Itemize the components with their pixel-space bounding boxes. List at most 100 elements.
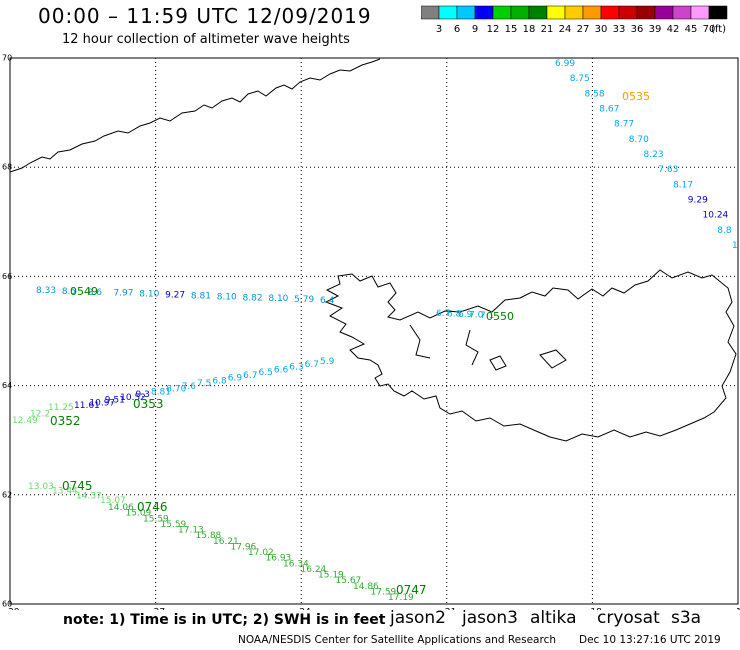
- greenland-coastline: [9, 58, 381, 173]
- coast-inlet-2: [465, 329, 479, 366]
- wave-height-value: 7.63: [658, 165, 678, 175]
- lat-tick-label: 62: [2, 490, 12, 499]
- wave-height-value: 8.81: [151, 387, 171, 397]
- wave-height-value: 17.02: [248, 548, 274, 558]
- colorbar-tick-label: 9: [472, 24, 478, 35]
- colorbar-tick-label: 6: [454, 24, 460, 35]
- wave-height-value: 9.3: [136, 390, 150, 400]
- wave-height-value: 12.2: [30, 410, 50, 420]
- wave-height-value: 8.17: [673, 180, 693, 190]
- wave-height-value: 9.51: [105, 396, 125, 406]
- wave-height-value: 14.86: [353, 582, 379, 592]
- wave-height-value: 1: [732, 241, 738, 251]
- wave-height-value: 8.33: [36, 286, 56, 296]
- colorbar-tick-label: 42: [667, 24, 680, 35]
- iceland-coastline: [324, 269, 737, 442]
- wave-height-value: 17.13: [178, 526, 204, 536]
- coast-lake: [539, 349, 567, 369]
- wave-height-value: 6.7: [436, 309, 450, 319]
- wave-height-value: 16.21: [213, 537, 239, 547]
- wave-height-value: 8.23: [644, 150, 664, 160]
- colorbar-unit-label: (ft): [711, 24, 726, 35]
- footer-note: note: 1) Time is in UTC; 2) SWH is in fe…: [63, 612, 386, 628]
- map-tick-labels: −30 −27 −24 −21 −18 −15 70 68 66 64 62 60: [1, 54, 740, 611]
- pass-time-label: 0353: [133, 397, 164, 411]
- pass-time-label: 0549: [70, 285, 98, 298]
- page-title: 00:00 – 11:59 UTC 12/09/2019: [38, 4, 372, 28]
- lat-tick-label: 68: [2, 163, 12, 172]
- colorbar-tick-label: 12: [487, 24, 500, 35]
- map-grid: [9, 57, 739, 605]
- wave-height-value: 10.97: [89, 398, 115, 408]
- generated-timestamp: Dec 10 13:27:16 UTC 2019: [579, 634, 721, 646]
- satellite-jason3: jason3: [462, 608, 518, 628]
- wave-height-value: 6.99: [555, 59, 575, 69]
- wave-height-value: 7.1: [480, 311, 494, 321]
- wave-height-value: 8.67: [599, 105, 619, 115]
- wave-height-value: 8.5: [62, 287, 76, 297]
- lon-tick-label: −30: [1, 608, 20, 610]
- wave-height-value: 8.10: [217, 292, 237, 302]
- pass-time-label: 0550: [486, 310, 514, 323]
- wave-height-value: 13.44: [52, 487, 78, 497]
- wave-height-value: 6.8: [212, 376, 227, 386]
- wave-height-value: 6.6: [274, 365, 289, 375]
- wave-height-value: 13.03: [28, 482, 54, 492]
- wave-height-value: 16.34: [283, 559, 309, 569]
- wave-height-value: 8.6: [88, 288, 103, 298]
- wave-height-value: 9.29: [688, 196, 708, 206]
- satellite-cryosat: cryosat: [597, 608, 660, 628]
- wave-height-value: 6.4: [320, 296, 335, 306]
- wave-height-value: 6.9: [228, 374, 243, 384]
- wave-height-value: 15.07: [100, 496, 126, 506]
- wave-height-value: 11.25: [48, 403, 74, 413]
- pass-time-label: 0747: [396, 583, 427, 597]
- lat-tick-label: 66: [2, 272, 12, 281]
- wave-height-value: 17.19: [388, 593, 414, 603]
- wave-height-value: 8.82: [243, 293, 263, 303]
- wave-height-labels: 6.99 8.75 8.58 8.67 8.77 8.70 8.23 7.63 8.17 9.29…: [12, 59, 738, 603]
- colorbar-tick-label: 21: [541, 24, 554, 35]
- coastline: [9, 58, 737, 442]
- colorbar-tick-label: 24: [559, 24, 572, 35]
- satellite-jason2: jason2: [390, 608, 446, 628]
- wave-height-value: 10.52: [120, 393, 146, 403]
- wave-height-value: 6.7: [243, 371, 257, 381]
- colorbar-tick-label: 3: [436, 24, 442, 35]
- lon-tick-label: −27: [146, 608, 165, 610]
- wave-height-value: 8.10: [139, 290, 159, 300]
- wave-height-value: 16.24: [301, 565, 327, 575]
- wave-height-value: 16.93: [266, 554, 292, 564]
- wave-height-value: 7.6: [182, 382, 197, 392]
- wave-height-value: 8.75: [570, 74, 590, 84]
- colorbar-tick-label: 39: [649, 24, 662, 35]
- wave-height-value: 7.0: [469, 311, 484, 321]
- wave-height-value: 5.9: [320, 357, 335, 367]
- colorbar-tick-label: 36: [631, 24, 644, 35]
- pass-time-label: 0746: [137, 500, 168, 514]
- wave-height-value: 6.8: [447, 310, 462, 320]
- lon-tick-label: −15: [729, 608, 740, 610]
- pass-time-label: 0745: [62, 479, 93, 493]
- colorbar-legend: 3 6 9 12 15 18 21 24 27 30 33 36 39 42 45 70(ft): [421, 5, 728, 35]
- wave-height-value: 14.37: [76, 491, 102, 501]
- wave-height-value: 10.24: [703, 211, 729, 221]
- coast-lake-2: [489, 355, 507, 371]
- wave-height-value: 14.06: [108, 503, 134, 513]
- wave-height-value: 15.59: [143, 514, 169, 524]
- wave-height-value: 8.81: [191, 291, 211, 301]
- colorbar-tick-label: 18: [523, 24, 536, 35]
- pass-time-label: 0535: [622, 90, 650, 103]
- wave-height-value: 17.96: [231, 542, 257, 552]
- wave-height-value: 6.9: [458, 310, 473, 320]
- lat-tick-label: 60: [2, 600, 12, 609]
- colorbar-tick-label: 30: [595, 24, 608, 35]
- wave-height-value: 15.19: [318, 571, 344, 581]
- wave-height-value: 17.59: [371, 587, 397, 597]
- lat-tick-label: 64: [2, 381, 12, 390]
- wave-height-value: 8.8: [717, 226, 732, 236]
- wave-height-value: 7.5: [197, 379, 211, 389]
- page-subtitle: 12 hour collection of altimeter wave hei…: [62, 32, 350, 47]
- satellite-altika: altika: [530, 608, 577, 628]
- colorbar-tick-label: 33: [613, 24, 626, 35]
